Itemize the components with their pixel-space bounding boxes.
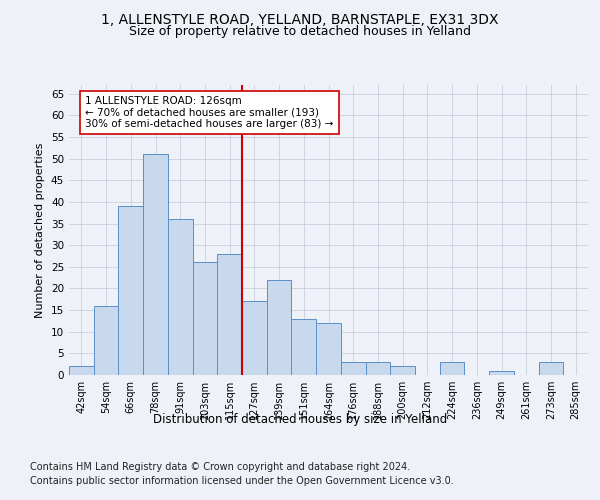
Bar — [118, 206, 143, 375]
Bar — [316, 323, 341, 375]
Bar — [440, 362, 464, 375]
Bar — [168, 219, 193, 375]
Text: Contains HM Land Registry data © Crown copyright and database right 2024.: Contains HM Land Registry data © Crown c… — [30, 462, 410, 472]
Y-axis label: Number of detached properties: Number of detached properties — [35, 142, 46, 318]
Text: 1, ALLENSTYLE ROAD, YELLAND, BARNSTAPLE, EX31 3DX: 1, ALLENSTYLE ROAD, YELLAND, BARNSTAPLE,… — [101, 12, 499, 26]
Bar — [292, 318, 316, 375]
Bar — [267, 280, 292, 375]
Bar — [217, 254, 242, 375]
Bar — [365, 362, 390, 375]
Text: Size of property relative to detached houses in Yelland: Size of property relative to detached ho… — [129, 25, 471, 38]
Text: 1 ALLENSTYLE ROAD: 126sqm
← 70% of detached houses are smaller (193)
30% of semi: 1 ALLENSTYLE ROAD: 126sqm ← 70% of detac… — [85, 96, 334, 129]
Text: Distribution of detached houses by size in Yelland: Distribution of detached houses by size … — [153, 412, 447, 426]
Bar — [489, 370, 514, 375]
Bar — [193, 262, 217, 375]
Bar — [242, 302, 267, 375]
Bar — [341, 362, 365, 375]
Bar — [539, 362, 563, 375]
Text: Contains public sector information licensed under the Open Government Licence v3: Contains public sector information licen… — [30, 476, 454, 486]
Bar — [390, 366, 415, 375]
Bar — [143, 154, 168, 375]
Bar — [69, 366, 94, 375]
Bar — [94, 306, 118, 375]
